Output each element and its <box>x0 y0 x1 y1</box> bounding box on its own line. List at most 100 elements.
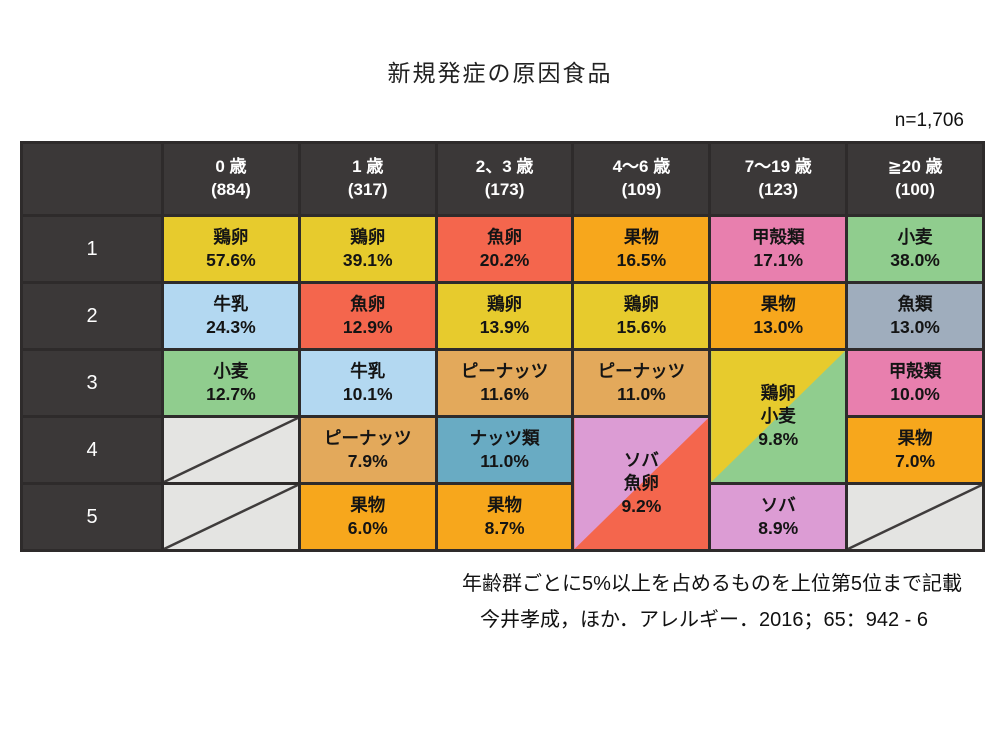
food-name: 甲殻類 <box>751 226 805 247</box>
food-cell: 魚類 13.0% <box>848 284 982 348</box>
food-percent: 38.0% <box>890 250 940 270</box>
food-cell: 小麦 38.0% <box>848 217 982 281</box>
food-percent: 12.7% <box>206 384 256 404</box>
food-cell: 甲殻類 10.0% <box>848 351 982 415</box>
food-cell: ピーナッツ 7.9% <box>300 418 435 482</box>
diagonal-slash-icon <box>164 485 298 549</box>
footnote: 年齢群ごとに5%以上を占めるものを上位第5位まで記載 <box>461 573 962 595</box>
food-name: 果物 <box>623 226 659 247</box>
food-cell: 果物 7.0% <box>848 418 982 482</box>
food-percent: 15.6% <box>616 317 667 337</box>
food-cell: ソバ 8.9% <box>711 485 846 549</box>
column-header-age-7-19: 7～19 歳 (123) <box>711 144 846 214</box>
food-percent: 17.1% <box>753 250 804 270</box>
age-count: (109) <box>621 180 662 199</box>
food-cell: 鶏卵 39.1% <box>300 217 435 281</box>
food-name: 魚類 <box>897 293 933 314</box>
food-percent: 13.0% <box>890 317 940 337</box>
age-label: ≧20 歳 <box>887 157 943 177</box>
food-name: ピーナッツ <box>597 360 686 381</box>
column-header-age-20plus: ≧20 歳 (100) <box>848 144 982 214</box>
food-name: 小麦 <box>760 405 796 426</box>
rank-label-1: 1 <box>23 217 161 281</box>
food-cell: 鶏卵 13.9% <box>437 284 572 348</box>
food-name: 果物 <box>487 494 523 515</box>
food-name: 鶏卵 <box>623 293 659 314</box>
food-name: ソバ <box>760 494 796 515</box>
age-count: (884) <box>211 180 251 199</box>
food-name: 魚卵 <box>350 293 386 314</box>
food-percent: 8.7% <box>484 518 525 538</box>
food-percent: 11.0% <box>480 451 529 471</box>
page-title: 新規発症の原因食品 <box>387 60 613 86</box>
food-cell: 果物 8.7% <box>437 485 572 549</box>
corner-cell <box>23 144 161 214</box>
food-percent: 8.9% <box>758 518 799 538</box>
food-percent: 12.9% <box>342 317 393 337</box>
food-name: ナッツ類 <box>469 427 540 448</box>
food-cell: ピーナッツ 11.6% <box>437 351 572 415</box>
food-name: 小麦 <box>213 360 249 381</box>
food-name: ソバ <box>623 449 659 470</box>
rank-number: 5 <box>86 505 98 528</box>
food-percent: 20.2% <box>479 250 530 270</box>
age-label: 4～6 歳 <box>612 157 671 177</box>
food-percent: 11.6% <box>480 384 529 404</box>
rank-label-5: 5 <box>23 485 161 549</box>
food-cell: 小麦 12.7% <box>164 351 298 415</box>
age-label: 0 歳 <box>215 157 247 177</box>
food-cell: 果物 13.0% <box>711 284 846 348</box>
rank-label-2: 2 <box>23 284 161 348</box>
food-percent: 13.0% <box>753 317 804 337</box>
rank-label-4: 4 <box>23 418 161 482</box>
food-name: 鶏卵 <box>760 382 796 403</box>
rank-number: 3 <box>86 371 98 394</box>
age-count: (123) <box>758 180 799 199</box>
age-label: 7～19 歳 <box>744 157 812 177</box>
food-name: 鶏卵 <box>350 226 386 247</box>
food-cell: ピーナッツ 11.0% <box>574 351 709 415</box>
food-percent: 57.6% <box>206 250 256 270</box>
rank-number: 1 <box>86 237 98 260</box>
merged-food-cell: 鶏卵 小麦 9.8% <box>711 351 846 482</box>
column-header-age-2-3: 2、3 歳 (173) <box>437 144 572 214</box>
food-name: 果物 <box>350 494 386 515</box>
age-count: (173) <box>484 180 525 199</box>
food-percent: 16.5% <box>616 250 667 270</box>
food-name: ピーナッツ <box>460 360 549 381</box>
food-name: 魚卵 <box>487 226 523 247</box>
allergen-table: 0 歳 (884) 1 歳 (317) 2、3 歳 (173) 4～6 歳 (1… <box>20 141 985 552</box>
food-name: 小麦 <box>897 226 933 247</box>
food-percent: 39.1% <box>342 250 393 270</box>
food-percent: 6.0% <box>347 518 388 538</box>
food-percent: 9.8% <box>758 429 799 450</box>
food-percent: 9.2% <box>621 496 662 517</box>
food-percent: 10.1% <box>342 384 393 404</box>
food-name: 牛乳 <box>213 293 249 314</box>
column-header-age-0: 0 歳 (884) <box>164 144 298 214</box>
food-name: 果物 <box>760 293 796 314</box>
rank-label-3: 3 <box>23 351 161 415</box>
food-cell: 牛乳 24.3% <box>164 284 298 348</box>
age-count: (317) <box>347 180 388 199</box>
food-cell: 果物 6.0% <box>300 485 435 549</box>
food-name: ピーナッツ <box>323 427 412 448</box>
food-cell: 魚卵 20.2% <box>437 217 572 281</box>
citation: 今井孝成，ほか．アレルギー．2016；65：942 - 6 <box>479 609 928 631</box>
food-percent: 24.3% <box>206 317 256 337</box>
food-cell: 果物 16.5% <box>574 217 709 281</box>
food-name: 甲殻類 <box>888 360 942 381</box>
rank-number: 4 <box>86 438 98 461</box>
food-cell: 魚卵 12.9% <box>300 284 435 348</box>
age-label: 2、3 歳 <box>475 157 534 177</box>
age-label: 1 歳 <box>352 157 384 177</box>
diagonal-slash-icon <box>164 418 298 482</box>
column-header-age-4-6: 4～6 歳 (109) <box>574 144 709 214</box>
food-name: 魚卵 <box>623 472 659 493</box>
age-count: (100) <box>895 180 935 199</box>
food-percent: 10.0% <box>890 384 940 404</box>
food-name: 牛乳 <box>350 360 386 381</box>
food-name: 鶏卵 <box>487 293 523 314</box>
food-percent: 7.9% <box>347 451 388 471</box>
food-cell: 甲殻類 17.1% <box>711 217 846 281</box>
